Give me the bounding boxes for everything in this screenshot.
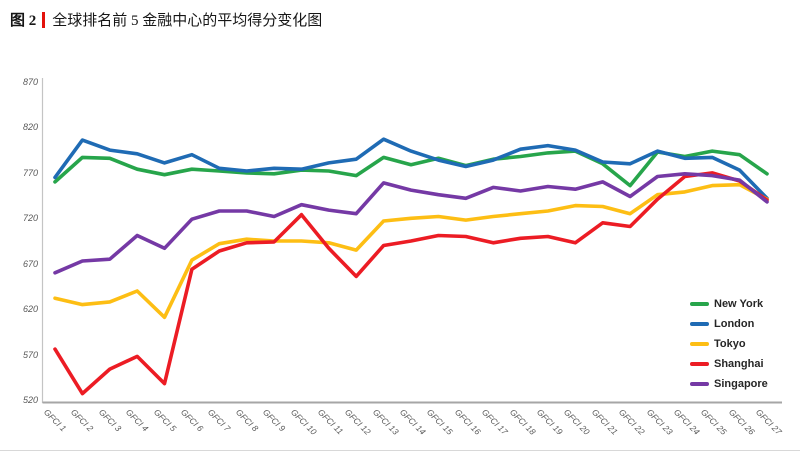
legend-item-singapore: Singapore	[690, 374, 768, 394]
legend-label: Tokyo	[714, 338, 746, 350]
legend-swatch-tokyo	[690, 342, 709, 346]
y-tick-label: 570	[22, 349, 38, 360]
legend-item-tokyo: Tokyo	[690, 334, 768, 354]
series-line-tokyo	[53, 182, 769, 320]
y-tick-label: 520	[22, 395, 38, 405]
y-tick-label: 670	[22, 258, 38, 269]
figure-title: 图 2 全球排名前 5 金融中心的平均得分变化图	[10, 9, 322, 30]
legend-item-london: London	[690, 314, 768, 334]
legend-swatch-shanghai	[690, 362, 709, 366]
legend-item-shanghai: Shanghai	[690, 354, 768, 374]
legend-item-new-york: New York	[690, 294, 768, 314]
legend-swatch-singapore	[690, 382, 709, 386]
legend-label: London	[714, 318, 755, 330]
y-tick-label: 720	[22, 213, 38, 224]
legend-swatch-london	[690, 322, 709, 326]
title-accent-bar	[42, 11, 46, 28]
figure-number: 图 2	[10, 13, 37, 29]
legend-label: Singapore	[714, 378, 768, 390]
page-divider	[0, 450, 800, 451]
chart-legend: New York London Tokyo Shanghai Singapore	[690, 294, 768, 394]
legend-label: Shanghai	[714, 358, 764, 370]
y-tick-label: 820	[22, 122, 38, 133]
legend-swatch-new-york	[690, 302, 709, 306]
series-line-london	[53, 137, 769, 201]
figure-title-text: 全球排名前 5 金融中心的平均得分变化图	[52, 13, 323, 29]
y-tick-label: 870	[22, 77, 38, 87]
legend-label: New York	[714, 298, 764, 310]
series-line-singapore	[53, 172, 769, 275]
series-line-shanghai	[53, 171, 769, 396]
series-line-new-york	[53, 149, 769, 188]
y-tick-label: 620	[22, 304, 38, 315]
y-tick-label: 770	[22, 167, 38, 178]
